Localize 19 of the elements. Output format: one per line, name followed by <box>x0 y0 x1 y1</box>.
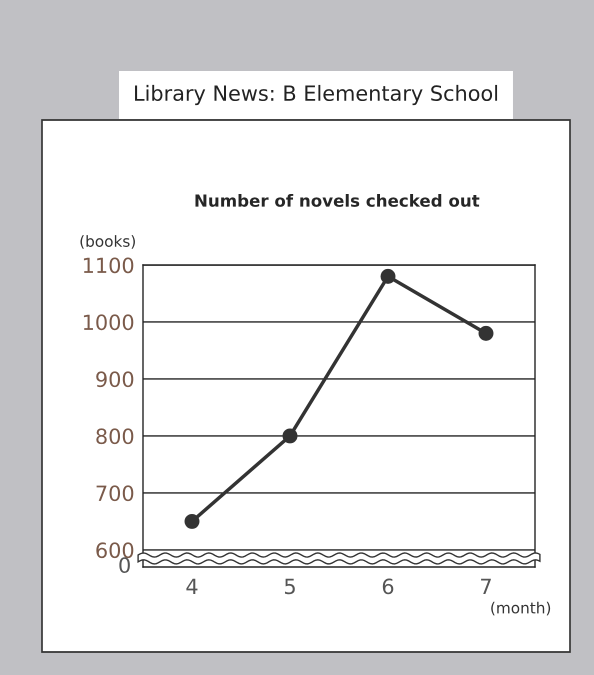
chart-subtitle: Number of novels checked out <box>195 194 480 207</box>
y-tick-label: 1100 <box>84 257 134 274</box>
point <box>282 428 298 444</box>
x-tick-label: 6 <box>382 578 394 594</box>
x-axis-title: (month) <box>491 602 550 616</box>
x-tick-label: 7 <box>481 578 491 594</box>
point <box>478 326 494 341</box>
point <box>184 514 200 529</box>
y-tick-label: 800 <box>96 428 134 444</box>
x-tick-label: 5 <box>284 578 295 594</box>
y-tick-label: 1000 <box>84 314 134 330</box>
y-axis-title: (books) <box>80 235 135 249</box>
point <box>380 268 396 284</box>
y-tick-label: 700 <box>96 485 134 502</box>
y-tick-label: 600 <box>96 542 134 558</box>
text: 0 <box>119 557 130 574</box>
chart-title: Library News: B Elementary School <box>135 84 498 106</box>
x-tick-label: 4 <box>186 578 198 594</box>
y-tick-label: 900 <box>96 371 134 388</box>
